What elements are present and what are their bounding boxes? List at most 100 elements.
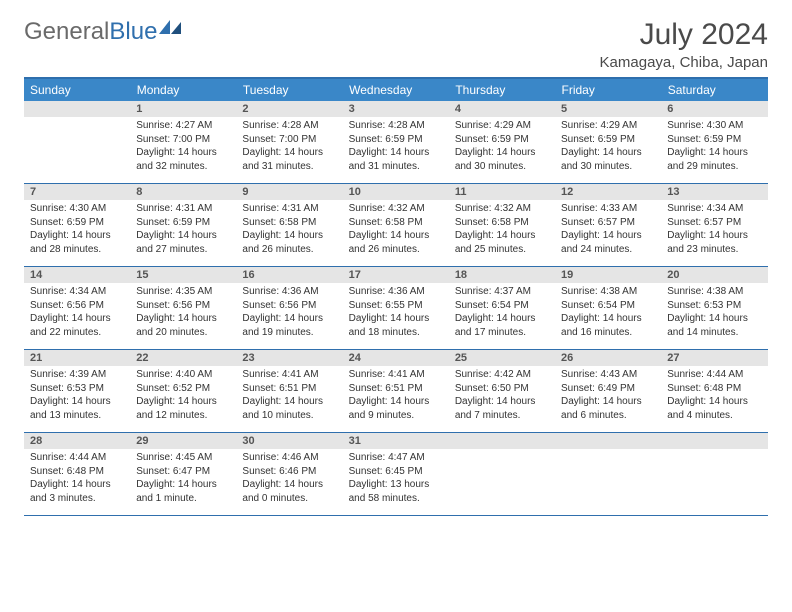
calendar-day-cell: 24Sunrise: 4:41 AMSunset: 6:51 PMDayligh… <box>343 350 449 433</box>
day-details: Sunrise: 4:45 AMSunset: 6:47 PMDaylight:… <box>130 449 236 515</box>
logo: GeneralBlue <box>24 18 181 46</box>
day-details: Sunrise: 4:33 AMSunset: 6:57 PMDaylight:… <box>555 200 661 266</box>
day-number: 18 <box>449 267 555 283</box>
day-details: Sunrise: 4:32 AMSunset: 6:58 PMDaylight:… <box>343 200 449 266</box>
calendar-day-cell: 5Sunrise: 4:29 AMSunset: 6:59 PMDaylight… <box>555 101 661 184</box>
calendar-day-cell: 18Sunrise: 4:37 AMSunset: 6:54 PMDayligh… <box>449 267 555 350</box>
calendar-week-row: 28Sunrise: 4:44 AMSunset: 6:48 PMDayligh… <box>24 433 768 516</box>
day-number: 21 <box>24 350 130 366</box>
day-details: Sunrise: 4:31 AMSunset: 6:59 PMDaylight:… <box>130 200 236 266</box>
day-details: Sunrise: 4:44 AMSunset: 6:48 PMDaylight:… <box>24 449 130 515</box>
day-number: 30 <box>236 433 342 449</box>
calendar-day-cell: 22Sunrise: 4:40 AMSunset: 6:52 PMDayligh… <box>130 350 236 433</box>
day-number: 1 <box>130 101 236 117</box>
day-details: Sunrise: 4:35 AMSunset: 6:56 PMDaylight:… <box>130 283 236 349</box>
day-number: 17 <box>343 267 449 283</box>
day-number: 3 <box>343 101 449 117</box>
header: GeneralBlue July 2024 Kamagaya, Chiba, J… <box>24 18 768 71</box>
day-number: 29 <box>130 433 236 449</box>
calendar-day-cell: 21Sunrise: 4:39 AMSunset: 6:53 PMDayligh… <box>24 350 130 433</box>
day-details: Sunrise: 4:38 AMSunset: 6:54 PMDaylight:… <box>555 283 661 349</box>
day-details: Sunrise: 4:47 AMSunset: 6:45 PMDaylight:… <box>343 449 449 515</box>
weekday-header: Thursday <box>449 79 555 101</box>
day-number: 22 <box>130 350 236 366</box>
calendar-day-cell: 13Sunrise: 4:34 AMSunset: 6:57 PMDayligh… <box>661 184 767 267</box>
weekday-header: Saturday <box>661 79 767 101</box>
day-details: Sunrise: 4:43 AMSunset: 6:49 PMDaylight:… <box>555 366 661 432</box>
day-number: 13 <box>661 184 767 200</box>
day-number: 7 <box>24 184 130 200</box>
calendar-empty-cell <box>24 101 130 184</box>
logo-text-blue: Blue <box>109 18 157 46</box>
calendar-day-cell: 26Sunrise: 4:43 AMSunset: 6:49 PMDayligh… <box>555 350 661 433</box>
day-details: Sunrise: 4:30 AMSunset: 6:59 PMDaylight:… <box>661 117 767 183</box>
day-details: Sunrise: 4:34 AMSunset: 6:57 PMDaylight:… <box>661 200 767 266</box>
day-details: Sunrise: 4:38 AMSunset: 6:53 PMDaylight:… <box>661 283 767 349</box>
calendar-empty-cell <box>449 433 555 516</box>
day-details: Sunrise: 4:36 AMSunset: 6:55 PMDaylight:… <box>343 283 449 349</box>
day-number: 25 <box>449 350 555 366</box>
calendar-day-cell: 30Sunrise: 4:46 AMSunset: 6:46 PMDayligh… <box>236 433 342 516</box>
day-details: Sunrise: 4:41 AMSunset: 6:51 PMDaylight:… <box>343 366 449 432</box>
day-details: Sunrise: 4:28 AMSunset: 6:59 PMDaylight:… <box>343 117 449 183</box>
day-number: 23 <box>236 350 342 366</box>
calendar-day-cell: 6Sunrise: 4:30 AMSunset: 6:59 PMDaylight… <box>661 101 767 184</box>
calendar-day-cell: 28Sunrise: 4:44 AMSunset: 6:48 PMDayligh… <box>24 433 130 516</box>
calendar-day-cell: 2Sunrise: 4:28 AMSunset: 7:00 PMDaylight… <box>236 101 342 184</box>
day-details: Sunrise: 4:44 AMSunset: 6:48 PMDaylight:… <box>661 366 767 432</box>
calendar-day-cell: 15Sunrise: 4:35 AMSunset: 6:56 PMDayligh… <box>130 267 236 350</box>
day-number: 6 <box>661 101 767 117</box>
day-details: Sunrise: 4:30 AMSunset: 6:59 PMDaylight:… <box>24 200 130 266</box>
weekday-header: Tuesday <box>236 79 342 101</box>
day-details: Sunrise: 4:46 AMSunset: 6:46 PMDaylight:… <box>236 449 342 515</box>
calendar-day-cell: 31Sunrise: 4:47 AMSunset: 6:45 PMDayligh… <box>343 433 449 516</box>
day-details: Sunrise: 4:39 AMSunset: 6:53 PMDaylight:… <box>24 366 130 432</box>
day-number: 15 <box>130 267 236 283</box>
calendar-day-cell: 9Sunrise: 4:31 AMSunset: 6:58 PMDaylight… <box>236 184 342 267</box>
calendar-week-row: 7Sunrise: 4:30 AMSunset: 6:59 PMDaylight… <box>24 184 768 267</box>
calendar-head: SundayMondayTuesdayWednesdayThursdayFrid… <box>24 79 768 101</box>
day-details: Sunrise: 4:42 AMSunset: 6:50 PMDaylight:… <box>449 366 555 432</box>
day-details: Sunrise: 4:40 AMSunset: 6:52 PMDaylight:… <box>130 366 236 432</box>
calendar-day-cell: 12Sunrise: 4:33 AMSunset: 6:57 PMDayligh… <box>555 184 661 267</box>
weekday-header: Friday <box>555 79 661 101</box>
day-details: Sunrise: 4:36 AMSunset: 6:56 PMDaylight:… <box>236 283 342 349</box>
calendar-day-cell: 25Sunrise: 4:42 AMSunset: 6:50 PMDayligh… <box>449 350 555 433</box>
day-number: 8 <box>130 184 236 200</box>
day-number: 16 <box>236 267 342 283</box>
day-number: 28 <box>24 433 130 449</box>
calendar-day-cell: 1Sunrise: 4:27 AMSunset: 7:00 PMDaylight… <box>130 101 236 184</box>
calendar-body: 1Sunrise: 4:27 AMSunset: 7:00 PMDaylight… <box>24 101 768 516</box>
day-number: 10 <box>343 184 449 200</box>
weekday-header: Sunday <box>24 79 130 101</box>
title-block: July 2024 Kamagaya, Chiba, Japan <box>600 18 768 71</box>
day-number: 9 <box>236 184 342 200</box>
calendar-day-cell: 10Sunrise: 4:32 AMSunset: 6:58 PMDayligh… <box>343 184 449 267</box>
calendar-empty-cell <box>555 433 661 516</box>
day-number: 12 <box>555 184 661 200</box>
logo-sail-icon <box>159 20 181 34</box>
calendar-week-row: 14Sunrise: 4:34 AMSunset: 6:56 PMDayligh… <box>24 267 768 350</box>
calendar-day-cell: 17Sunrise: 4:36 AMSunset: 6:55 PMDayligh… <box>343 267 449 350</box>
calendar-day-cell: 16Sunrise: 4:36 AMSunset: 6:56 PMDayligh… <box>236 267 342 350</box>
calendar-day-cell: 19Sunrise: 4:38 AMSunset: 6:54 PMDayligh… <box>555 267 661 350</box>
calendar-day-cell: 20Sunrise: 4:38 AMSunset: 6:53 PMDayligh… <box>661 267 767 350</box>
day-details: Sunrise: 4:37 AMSunset: 6:54 PMDaylight:… <box>449 283 555 349</box>
calendar-day-cell: 8Sunrise: 4:31 AMSunset: 6:59 PMDaylight… <box>130 184 236 267</box>
day-details: Sunrise: 4:29 AMSunset: 6:59 PMDaylight:… <box>449 117 555 183</box>
weekday-header: Monday <box>130 79 236 101</box>
calendar-day-cell: 7Sunrise: 4:30 AMSunset: 6:59 PMDaylight… <box>24 184 130 267</box>
day-details: Sunrise: 4:29 AMSunset: 6:59 PMDaylight:… <box>555 117 661 183</box>
day-details: Sunrise: 4:31 AMSunset: 6:58 PMDaylight:… <box>236 200 342 266</box>
calendar-day-cell: 23Sunrise: 4:41 AMSunset: 6:51 PMDayligh… <box>236 350 342 433</box>
logo-text-gray: General <box>24 18 109 46</box>
day-number: 5 <box>555 101 661 117</box>
day-number: 20 <box>661 267 767 283</box>
day-number: 24 <box>343 350 449 366</box>
day-number: 2 <box>236 101 342 117</box>
day-number: 19 <box>555 267 661 283</box>
day-number: 27 <box>661 350 767 366</box>
day-number: 31 <box>343 433 449 449</box>
day-details: Sunrise: 4:32 AMSunset: 6:58 PMDaylight:… <box>449 200 555 266</box>
weekday-header: Wednesday <box>343 79 449 101</box>
